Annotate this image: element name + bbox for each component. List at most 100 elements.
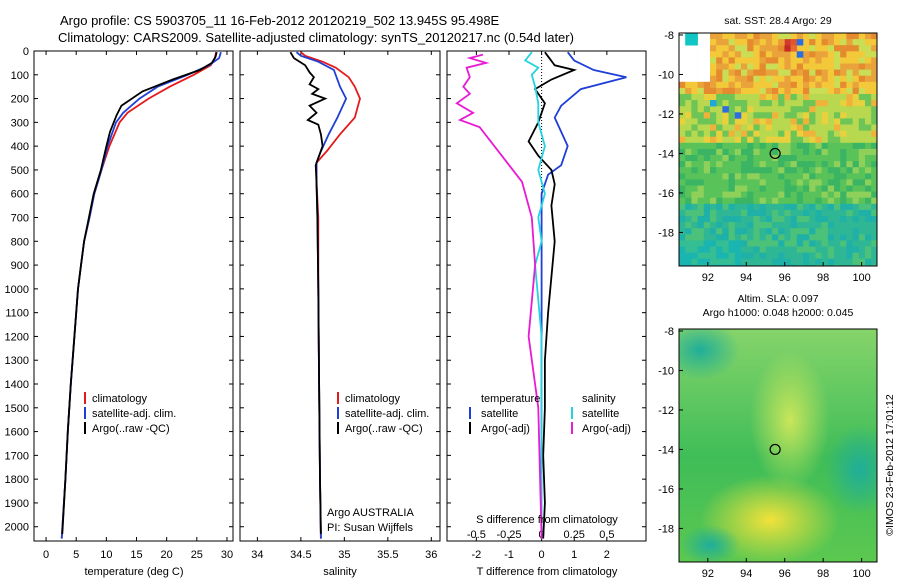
sst-cell	[846, 39, 853, 46]
sst-cell	[815, 94, 822, 101]
sst-cell	[871, 216, 877, 223]
sst-cell	[703, 45, 711, 52]
sst-cell	[858, 33, 866, 40]
depth-tick-label: 100	[11, 70, 29, 82]
sst-cell	[741, 118, 748, 125]
sst-cell	[827, 69, 835, 76]
sst-cell	[796, 57, 804, 64]
sla-ridge	[750, 350, 830, 490]
sst-cell	[834, 161, 841, 168]
sst-cell	[710, 51, 717, 58]
sst-cell	[679, 185, 686, 192]
sst-cell	[821, 124, 829, 131]
sst-cell	[803, 100, 810, 107]
sst-cell	[691, 51, 698, 58]
sst-cell	[728, 203, 736, 211]
sst-cell	[759, 51, 767, 58]
sst-cell	[834, 191, 841, 198]
sst-cell	[741, 142, 748, 150]
map-x-tick-label: 92	[702, 568, 714, 580]
sst-cell	[747, 63, 754, 70]
depth-tick-label: 600	[11, 189, 29, 201]
sst-cell	[834, 94, 841, 101]
sst-cell	[734, 191, 742, 198]
sst-cell	[865, 179, 872, 186]
sst-cell	[747, 124, 754, 131]
sst-cell	[871, 57, 877, 64]
sst-cell	[815, 33, 822, 40]
sst-cell	[858, 185, 866, 192]
sst-cell	[741, 228, 748, 235]
sst-cell	[741, 173, 748, 180]
sst-cell	[865, 33, 872, 40]
sst-cell	[827, 63, 835, 70]
sst-cell	[852, 234, 860, 241]
sst-cell	[716, 167, 723, 174]
sst-cell	[728, 118, 736, 125]
sst-cell	[803, 161, 810, 168]
sst-cell	[759, 203, 767, 211]
map-y-tick-label: -8	[664, 326, 674, 338]
sst-cell	[809, 136, 816, 144]
sst-cell	[734, 264, 742, 266]
sst-cell	[722, 118, 729, 125]
sst-cell	[834, 100, 841, 107]
sst-cell	[858, 203, 866, 211]
sst-cell	[809, 222, 816, 229]
map-x-tick-label: 100	[852, 568, 870, 580]
sst-cell	[858, 130, 866, 137]
sst-cell	[815, 124, 822, 131]
depth-tick-label: 1200	[5, 331, 29, 343]
sst-cell	[865, 75, 872, 83]
sst-cell	[840, 197, 847, 205]
sst-cell	[852, 167, 860, 174]
sst-cell	[865, 228, 872, 235]
sst-cell	[778, 69, 785, 76]
sst-cell	[834, 234, 841, 241]
sst-cell	[790, 75, 798, 83]
sst-cell	[834, 258, 841, 266]
sst-cell	[846, 118, 853, 125]
sst-cell-highlight	[691, 33, 698, 40]
sst-cell	[691, 246, 698, 253]
sst-cell	[703, 246, 711, 253]
sst-cell	[765, 209, 773, 217]
sst-cell	[815, 136, 822, 144]
sst-cell	[840, 167, 847, 174]
sst-cell	[809, 87, 816, 95]
sst-cell	[716, 155, 723, 162]
sst-cell	[796, 203, 804, 211]
sst-cell	[728, 264, 736, 266]
sst-cell	[852, 94, 860, 101]
sst-cell	[765, 161, 773, 168]
sst-cell	[741, 39, 748, 46]
sst-cell	[716, 57, 723, 64]
sst-cell	[697, 179, 705, 186]
sst-cell	[871, 118, 877, 125]
sst-cell	[846, 142, 853, 150]
sst-cell	[734, 173, 742, 180]
sst-cell	[815, 191, 822, 198]
sst-cell	[722, 185, 729, 192]
sst-cell	[803, 252, 810, 259]
sst-cell	[796, 173, 804, 180]
sst-cell	[741, 63, 748, 70]
sst-cell	[858, 240, 866, 247]
sst-cell	[821, 228, 829, 235]
sst-cell	[679, 136, 686, 144]
sst-cell	[871, 142, 877, 150]
sst-cell	[747, 100, 754, 107]
sst-cell	[858, 87, 866, 95]
sst-cell	[871, 45, 877, 52]
sst-cell	[747, 118, 754, 125]
sst-cell	[697, 246, 705, 253]
sst-cell	[697, 222, 705, 229]
sst-cell	[710, 173, 717, 180]
sst-cell	[871, 246, 877, 253]
sst-cell	[840, 57, 847, 64]
sst-cell	[759, 45, 767, 52]
sst-cell	[821, 173, 829, 180]
sst-cell	[803, 246, 810, 253]
sst-cell	[784, 185, 791, 192]
sst-cell	[753, 45, 760, 52]
